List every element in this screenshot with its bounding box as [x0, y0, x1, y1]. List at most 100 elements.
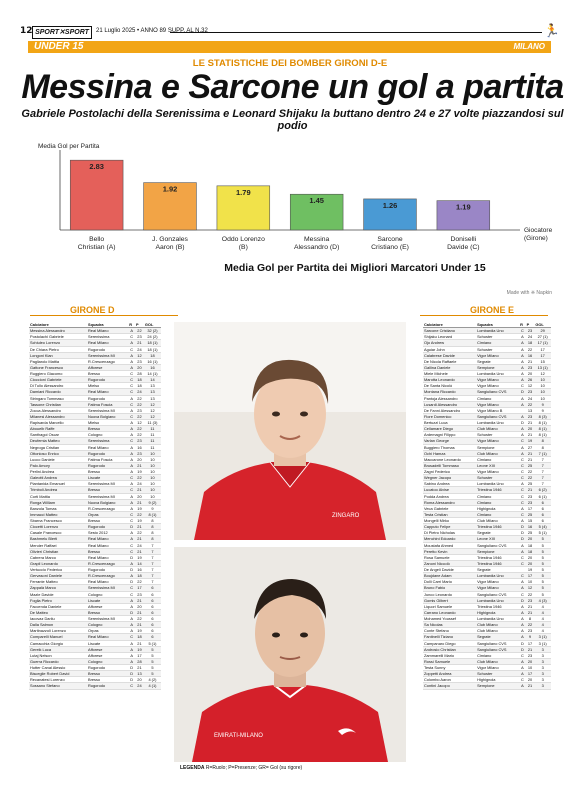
- table-cell: 6 (1): [534, 493, 551, 500]
- table-cell: 12: [143, 407, 161, 414]
- table-cell: Zanoni Niccolò: [423, 560, 477, 568]
- table-cell: Nuova Bolgiano: [86, 413, 129, 421]
- table-cell: Santhagoi Oscar: [29, 431, 87, 439]
- table-cell: A: [128, 468, 136, 476]
- table-row: Guerra Riccardo Cologno A 28 5: [29, 658, 161, 666]
- table-cell: 19: [135, 646, 144, 653]
- table-cell: 17: [525, 640, 535, 647]
- table-cell: 9 (2): [143, 499, 161, 506]
- table-cell: C: [519, 468, 526, 476]
- table-cell: 3: [534, 670, 551, 678]
- table-cell: 7: [534, 480, 551, 488]
- table-row: Deufemia Matteo Serenissima C 23 11: [29, 437, 161, 445]
- table-cell: A: [519, 548, 526, 555]
- table-cell: Foglia Pietro: [29, 597, 87, 604]
- table-cell: 8: [143, 535, 161, 543]
- table-row: Piantanida Emanuel Serenissima MI A 24 10: [29, 480, 161, 488]
- table-cell: 23: [525, 364, 535, 372]
- table-cell: 5: [534, 560, 551, 568]
- table-row: Longoni Kian Serenissima MI A 12 18: [29, 352, 161, 359]
- table-cell: A: [128, 339, 136, 347]
- table-cell: Rugorodo: [86, 462, 129, 470]
- table-cell: Bresso: [86, 468, 129, 476]
- table-cell: 20: [135, 493, 144, 500]
- table-cell: D: [128, 670, 136, 678]
- table-cell: 27 (1): [534, 333, 551, 341]
- table-cell: 3 (1): [534, 633, 551, 641]
- table-cell: Conte Stefano: [423, 627, 477, 635]
- table-cell: 5: [534, 535, 551, 543]
- table-cell: De Angeli Davide: [423, 566, 477, 574]
- table-cell: C: [519, 560, 526, 568]
- girone-d-table: Calciatore Squadra R P GOL Messina Alessandr…: [29, 322, 161, 690]
- table-cell: 23: [525, 388, 535, 396]
- table-cell: Sarcone Cristiano: [423, 327, 477, 335]
- table-cell: 22: [135, 413, 144, 421]
- table-cell: A: [128, 456, 136, 463]
- table-cell: 19: [135, 627, 144, 635]
- table-cell: 26: [525, 376, 535, 384]
- table-cell: 23: [135, 358, 144, 365]
- category-label: Bello: [89, 236, 104, 243]
- chart-bar: [363, 198, 417, 231]
- table-cell: Maccarone Leonardo: [423, 456, 477, 463]
- table-row: Sabino Andrea Lombardia Uno A 25 7: [423, 480, 551, 488]
- table-cell: Vigor Milano: [476, 401, 520, 408]
- table-cell: Sbarna Francesco: [29, 517, 87, 525]
- table-cell: Sabino Andrea: [423, 480, 477, 488]
- table-cell: D: [519, 640, 526, 647]
- table-cell: Galeotti Andrea: [29, 474, 87, 482]
- table-cell: 21: [525, 358, 535, 365]
- table-row: Vertuccio Federico Rugorodo D 16 7: [29, 566, 161, 574]
- table-cell: Highignola: [476, 505, 520, 512]
- table-cell: 7: [534, 468, 551, 476]
- table-cell: 7: [143, 560, 161, 568]
- table-cell: Nuova Bolgiano: [86, 499, 129, 506]
- table-cell: Mender Raffaei: [29, 542, 87, 549]
- table-cell: 20: [135, 456, 144, 463]
- table-cell: C: [519, 486, 526, 494]
- table-cell: 20: [525, 535, 535, 543]
- table-cell: 8 (1): [534, 425, 551, 433]
- table-cell: Abouelb Raffe: [29, 425, 87, 433]
- table-row: Recanatesi Lorenzo Bresso D 20 4 (2): [29, 676, 161, 684]
- table-cell: Ferrante Matteo: [29, 578, 87, 586]
- table-cell: C: [128, 474, 136, 482]
- table-cell: 19: [525, 566, 535, 574]
- table-cell: 23: [135, 437, 144, 445]
- table-row: Foglia Pietro Liscate A 21 6: [29, 597, 161, 604]
- table-cell: 6: [534, 511, 551, 519]
- table-cell: Ciocetti Lorenzo: [29, 523, 87, 531]
- table-cell: Real Milano: [86, 444, 129, 451]
- legend-label: LEGENDA: [180, 765, 205, 771]
- table-cell: 23: [525, 597, 535, 604]
- table-cell: 3: [534, 658, 551, 666]
- table-cell: 20: [525, 676, 535, 684]
- table-row: Brusadelli Tommaso Leone XIII C 25 7: [423, 462, 551, 470]
- chart-svg: Media Gol per Partita Giocatore(Girone) 2.…: [38, 143, 553, 251]
- table-row: Rossi Samuele Club Milano A 20 3: [423, 658, 551, 666]
- table-cell: Lutaj Nelson: [29, 652, 87, 659]
- table-cell: 10: [534, 376, 551, 384]
- city-label: MILANO: [513, 42, 545, 51]
- table-cell: A: [519, 578, 526, 586]
- table-cell: 10: [143, 486, 161, 494]
- table-cell: Real Milano: [86, 388, 129, 396]
- table-cell: Deufemia Matteo: [29, 437, 87, 445]
- table-cell: Bashmelu Blerti: [29, 535, 87, 543]
- table-cell: C: [128, 401, 136, 408]
- table-cell: Peretto Kevin: [423, 548, 477, 555]
- table-cell: Sa Nicolas: [423, 621, 477, 629]
- table-cell: Gallina Daniele: [423, 364, 477, 372]
- table-cell: C: [128, 542, 136, 549]
- table-cell: Cologno: [86, 431, 129, 439]
- article-headline: Messina e Sarcone un gol a partita: [21, 68, 564, 106]
- y-axis-label: Media Gol per Partita: [38, 143, 100, 150]
- table-cell: Bresso: [86, 548, 129, 555]
- table-cell: A: [519, 505, 526, 512]
- table-cell: Palo Amory: [29, 462, 87, 470]
- table-cell: C: [128, 548, 136, 555]
- table-cell: Mielso: [86, 382, 129, 390]
- table-row: Ardemagni Filippo Schuster A 21 8 (1): [423, 431, 551, 439]
- table-cell: 7: [143, 548, 161, 555]
